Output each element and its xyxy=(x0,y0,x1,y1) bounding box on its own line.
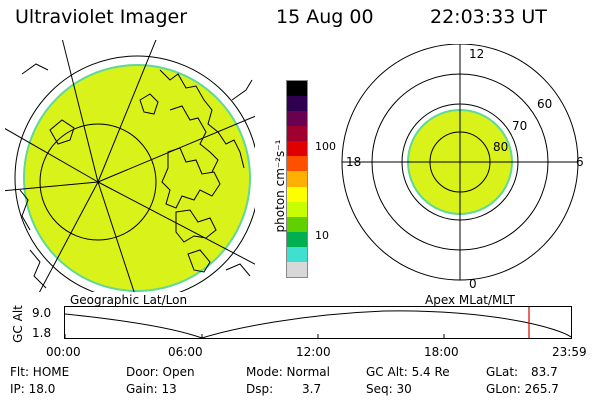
mlt-label-12: 12 xyxy=(469,47,485,61)
mlat-label-60: 60 xyxy=(537,97,553,111)
mlat-label-80: 80 xyxy=(493,140,509,154)
mlt-label-18: 18 xyxy=(346,155,362,169)
colorbar-segment xyxy=(287,156,307,172)
colorbar-segment xyxy=(287,201,307,217)
glat-value: 83.7 xyxy=(531,365,558,379)
mlat-label-70: 70 xyxy=(512,119,528,133)
colorbar-segment xyxy=(287,96,307,112)
magnetic-polar-plot xyxy=(341,44,579,281)
seq-info: Seq: 30 xyxy=(366,382,412,396)
xtick-1200: 12:00 xyxy=(296,345,331,359)
flt-info: Flt: HOME xyxy=(10,365,70,379)
colorbar-unit-label: photon cm⁻²s⁻¹ xyxy=(273,139,287,233)
geographic-label: Geographic Lat/Lon xyxy=(70,293,188,307)
colorbar-segment xyxy=(287,126,307,142)
altitude-curve xyxy=(64,310,572,339)
colorbar-segment xyxy=(287,141,307,157)
glon-info: GLon: 265.7 xyxy=(486,382,559,396)
colorbar-segment xyxy=(287,216,307,232)
colorbar-segment xyxy=(287,171,307,187)
colorbar-segment xyxy=(287,246,307,262)
colorbar-tick-10: 10 xyxy=(315,229,329,242)
altitude-ytick-9: 9.0 xyxy=(32,306,52,320)
meridians xyxy=(5,40,255,292)
magnetic-label: Apex MLat/MLT xyxy=(425,293,515,307)
mlt-label-6: 6 xyxy=(576,155,584,169)
dsp-value: 3.7 xyxy=(302,382,322,396)
ip-info: IP: 18.0 xyxy=(10,382,56,396)
door-info: Door: Open xyxy=(126,365,195,379)
date-label: 15 Aug 00 xyxy=(276,6,374,28)
colorbar-segment xyxy=(287,231,307,247)
mode-info: Mode: Normal xyxy=(246,365,330,379)
mlt-label-0: 0 xyxy=(469,277,477,291)
gain-info: Gain: 13 xyxy=(126,382,177,396)
xtick-0000: 00:00 xyxy=(46,345,81,359)
mlt-axes xyxy=(342,44,578,280)
dsp-label: Dsp: xyxy=(246,382,274,396)
altitude-ytick-1: 1.8 xyxy=(32,326,52,340)
colorbar-segment xyxy=(287,261,307,277)
geographic-map xyxy=(5,40,255,292)
colorbar-segment xyxy=(287,111,307,127)
colorbar xyxy=(286,80,308,278)
colorbar-tick-100: 100 xyxy=(315,140,336,153)
colorbar-segment xyxy=(287,186,307,202)
xtick-0600: 06:00 xyxy=(168,345,203,359)
altitude-plot xyxy=(64,306,572,339)
instrument-title: Ultraviolet Imager xyxy=(15,6,188,28)
xtick-2359: 23:59 xyxy=(552,345,587,359)
glat-label: GLat: xyxy=(486,365,519,379)
xtick-1800: 18:00 xyxy=(424,345,459,359)
aurora-fill-geographic xyxy=(23,64,251,292)
gc-alt-info: GC Alt: 5.4 Re xyxy=(366,365,450,379)
altitude-ylabel: GC Alt xyxy=(11,305,25,343)
time-label: 22:03:33 UT xyxy=(430,6,547,28)
coastlines xyxy=(19,63,253,289)
colorbar-segment xyxy=(287,80,307,97)
